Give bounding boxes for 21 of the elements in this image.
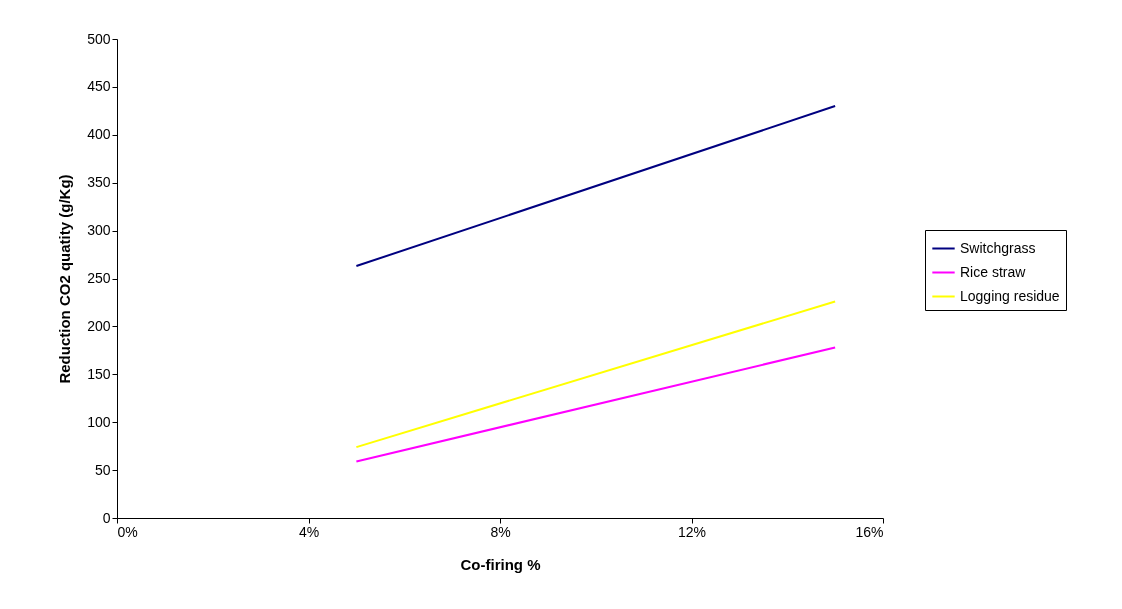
- y-tick-label: 200: [87, 317, 111, 334]
- y-tick-label: 350: [87, 174, 111, 191]
- y-tick-label: 0: [102, 509, 111, 526]
- x-tick-label: 0%: [117, 523, 138, 540]
- y-tick-label: 50: [94, 461, 111, 478]
- x-tick-label: 8%: [490, 523, 511, 540]
- y-tick-label: 250: [87, 270, 111, 286]
- y-tick-label: 450: [87, 78, 111, 95]
- y-tick-label: 150: [87, 365, 111, 382]
- y-tick-label: 100: [87, 413, 111, 430]
- legend-label: Logging residue: [960, 287, 1060, 304]
- y-tick-label: 300: [87, 222, 111, 239]
- x-tick-label: 12%: [677, 523, 707, 540]
- legend-label: Rice straw: [960, 263, 1027, 280]
- y-axis-title: Reduction CO2 quatity (g/Kg): [56, 174, 74, 384]
- x-axis-title: Co-firing %: [460, 555, 541, 573]
- legend-label: Switchgrass: [960, 239, 1036, 256]
- x-tick-label: 16%: [855, 523, 884, 540]
- y-tick-label: 500: [87, 30, 111, 47]
- x-tick-label: 4%: [298, 523, 320, 540]
- y-tick-label: 400: [87, 126, 111, 143]
